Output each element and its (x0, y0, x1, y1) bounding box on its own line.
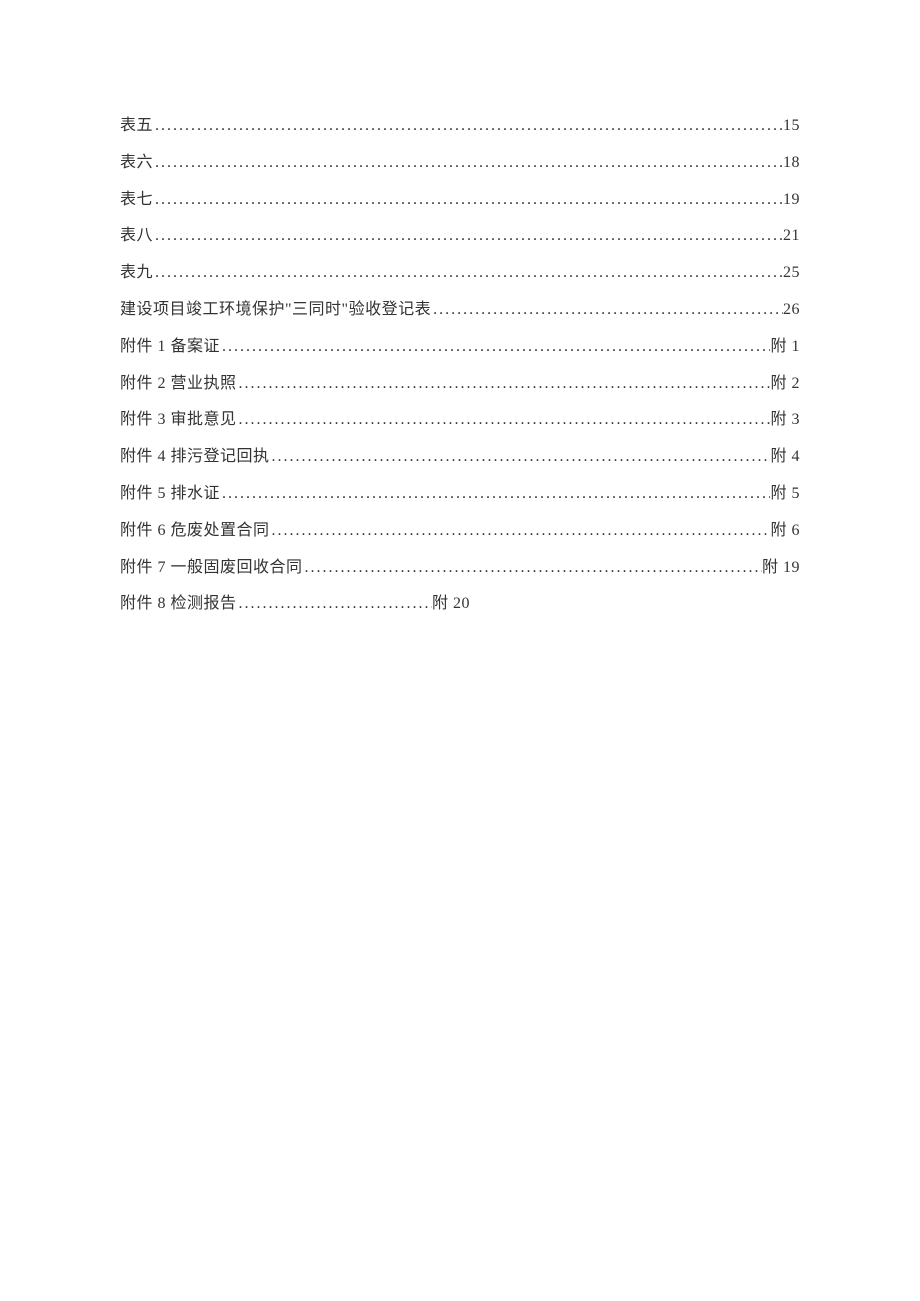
toc-dot-leader (237, 586, 432, 623)
toc-entry: 表七 19 (120, 182, 800, 219)
toc-dot-leader (153, 255, 783, 292)
toc-title: 附件 4 排污登记回执 (120, 439, 270, 476)
toc-dot-leader (153, 108, 783, 145)
toc-title: 表八 (120, 218, 153, 255)
toc-title: 附件 8 检测报告 (120, 586, 237, 623)
toc-title: 表七 (120, 182, 153, 219)
toc-page-number: 附 1 (770, 329, 800, 366)
toc-dot-leader (220, 329, 770, 366)
toc-entry: 附件 5 排水证 附 5 (120, 476, 800, 513)
toc-page-number: 附 3 (770, 402, 800, 439)
toc-page-number: 附 6 (770, 513, 800, 550)
toc-entry: 附件 8 检测报告 附 20 (120, 586, 470, 623)
toc-entry: 附件 6 危废处置合同 附 6 (120, 513, 800, 550)
toc-dot-leader (270, 513, 771, 550)
toc-dot-leader (153, 218, 783, 255)
toc-dot-leader (303, 550, 762, 587)
toc-dot-leader (237, 402, 771, 439)
toc-page-number: 25 (783, 255, 800, 292)
toc-dot-leader (431, 292, 783, 329)
toc-page-number: 26 (783, 292, 800, 329)
toc-title: 附件 5 排水证 (120, 476, 220, 513)
toc-page-number: 21 (783, 218, 800, 255)
toc-dot-leader (153, 145, 783, 182)
toc-entry: 附件 3 审批意见 附 3 (120, 402, 800, 439)
toc-title: 表九 (120, 255, 153, 292)
toc-entry: 附件 2 营业执照 附 2 (120, 366, 800, 403)
toc-title: 建设项目竣工环境保护"三同时"验收登记表 (120, 292, 431, 329)
toc-title: 附件 7 一般固废回收合同 (120, 550, 303, 587)
toc-entry: 附件 4 排污登记回执 附 4 (120, 439, 800, 476)
toc-title: 附件 1 备案证 (120, 329, 220, 366)
toc-dot-leader (153, 182, 783, 219)
toc-page-number: 19 (783, 182, 800, 219)
toc-page-number: 附 19 (762, 550, 800, 587)
toc-entry: 表八 21 (120, 218, 800, 255)
toc-page-number: 15 (783, 108, 800, 145)
toc-entry: 附件 1 备案证 附 1 (120, 329, 800, 366)
toc-entry: 表六 18 (120, 145, 800, 182)
toc-entry: 表九 25 (120, 255, 800, 292)
toc-page-number: 18 (783, 145, 800, 182)
toc-title: 附件 2 营业执照 (120, 366, 237, 403)
toc-title: 附件 3 审批意见 (120, 402, 237, 439)
toc-title: 表六 (120, 145, 153, 182)
toc-title: 附件 6 危废处置合同 (120, 513, 270, 550)
toc-entry: 建设项目竣工环境保护"三同时"验收登记表 26 (120, 292, 800, 329)
toc-page-number: 附 20 (432, 586, 470, 623)
toc-entry: 附件 7 一般固废回收合同 附 19 (120, 550, 800, 587)
toc-page-number: 附 5 (770, 476, 800, 513)
toc-page-number: 附 4 (770, 439, 800, 476)
toc-entry: 表五 15 (120, 108, 800, 145)
toc-dot-leader (237, 366, 771, 403)
toc-page-number: 附 2 (770, 366, 800, 403)
toc-title: 表五 (120, 108, 153, 145)
table-of-contents: 表五15表六18表七19表八21表九25建设项目竣工环境保护"三同时"验收登记表… (120, 108, 800, 623)
toc-dot-leader (220, 476, 770, 513)
toc-dot-leader (270, 439, 771, 476)
